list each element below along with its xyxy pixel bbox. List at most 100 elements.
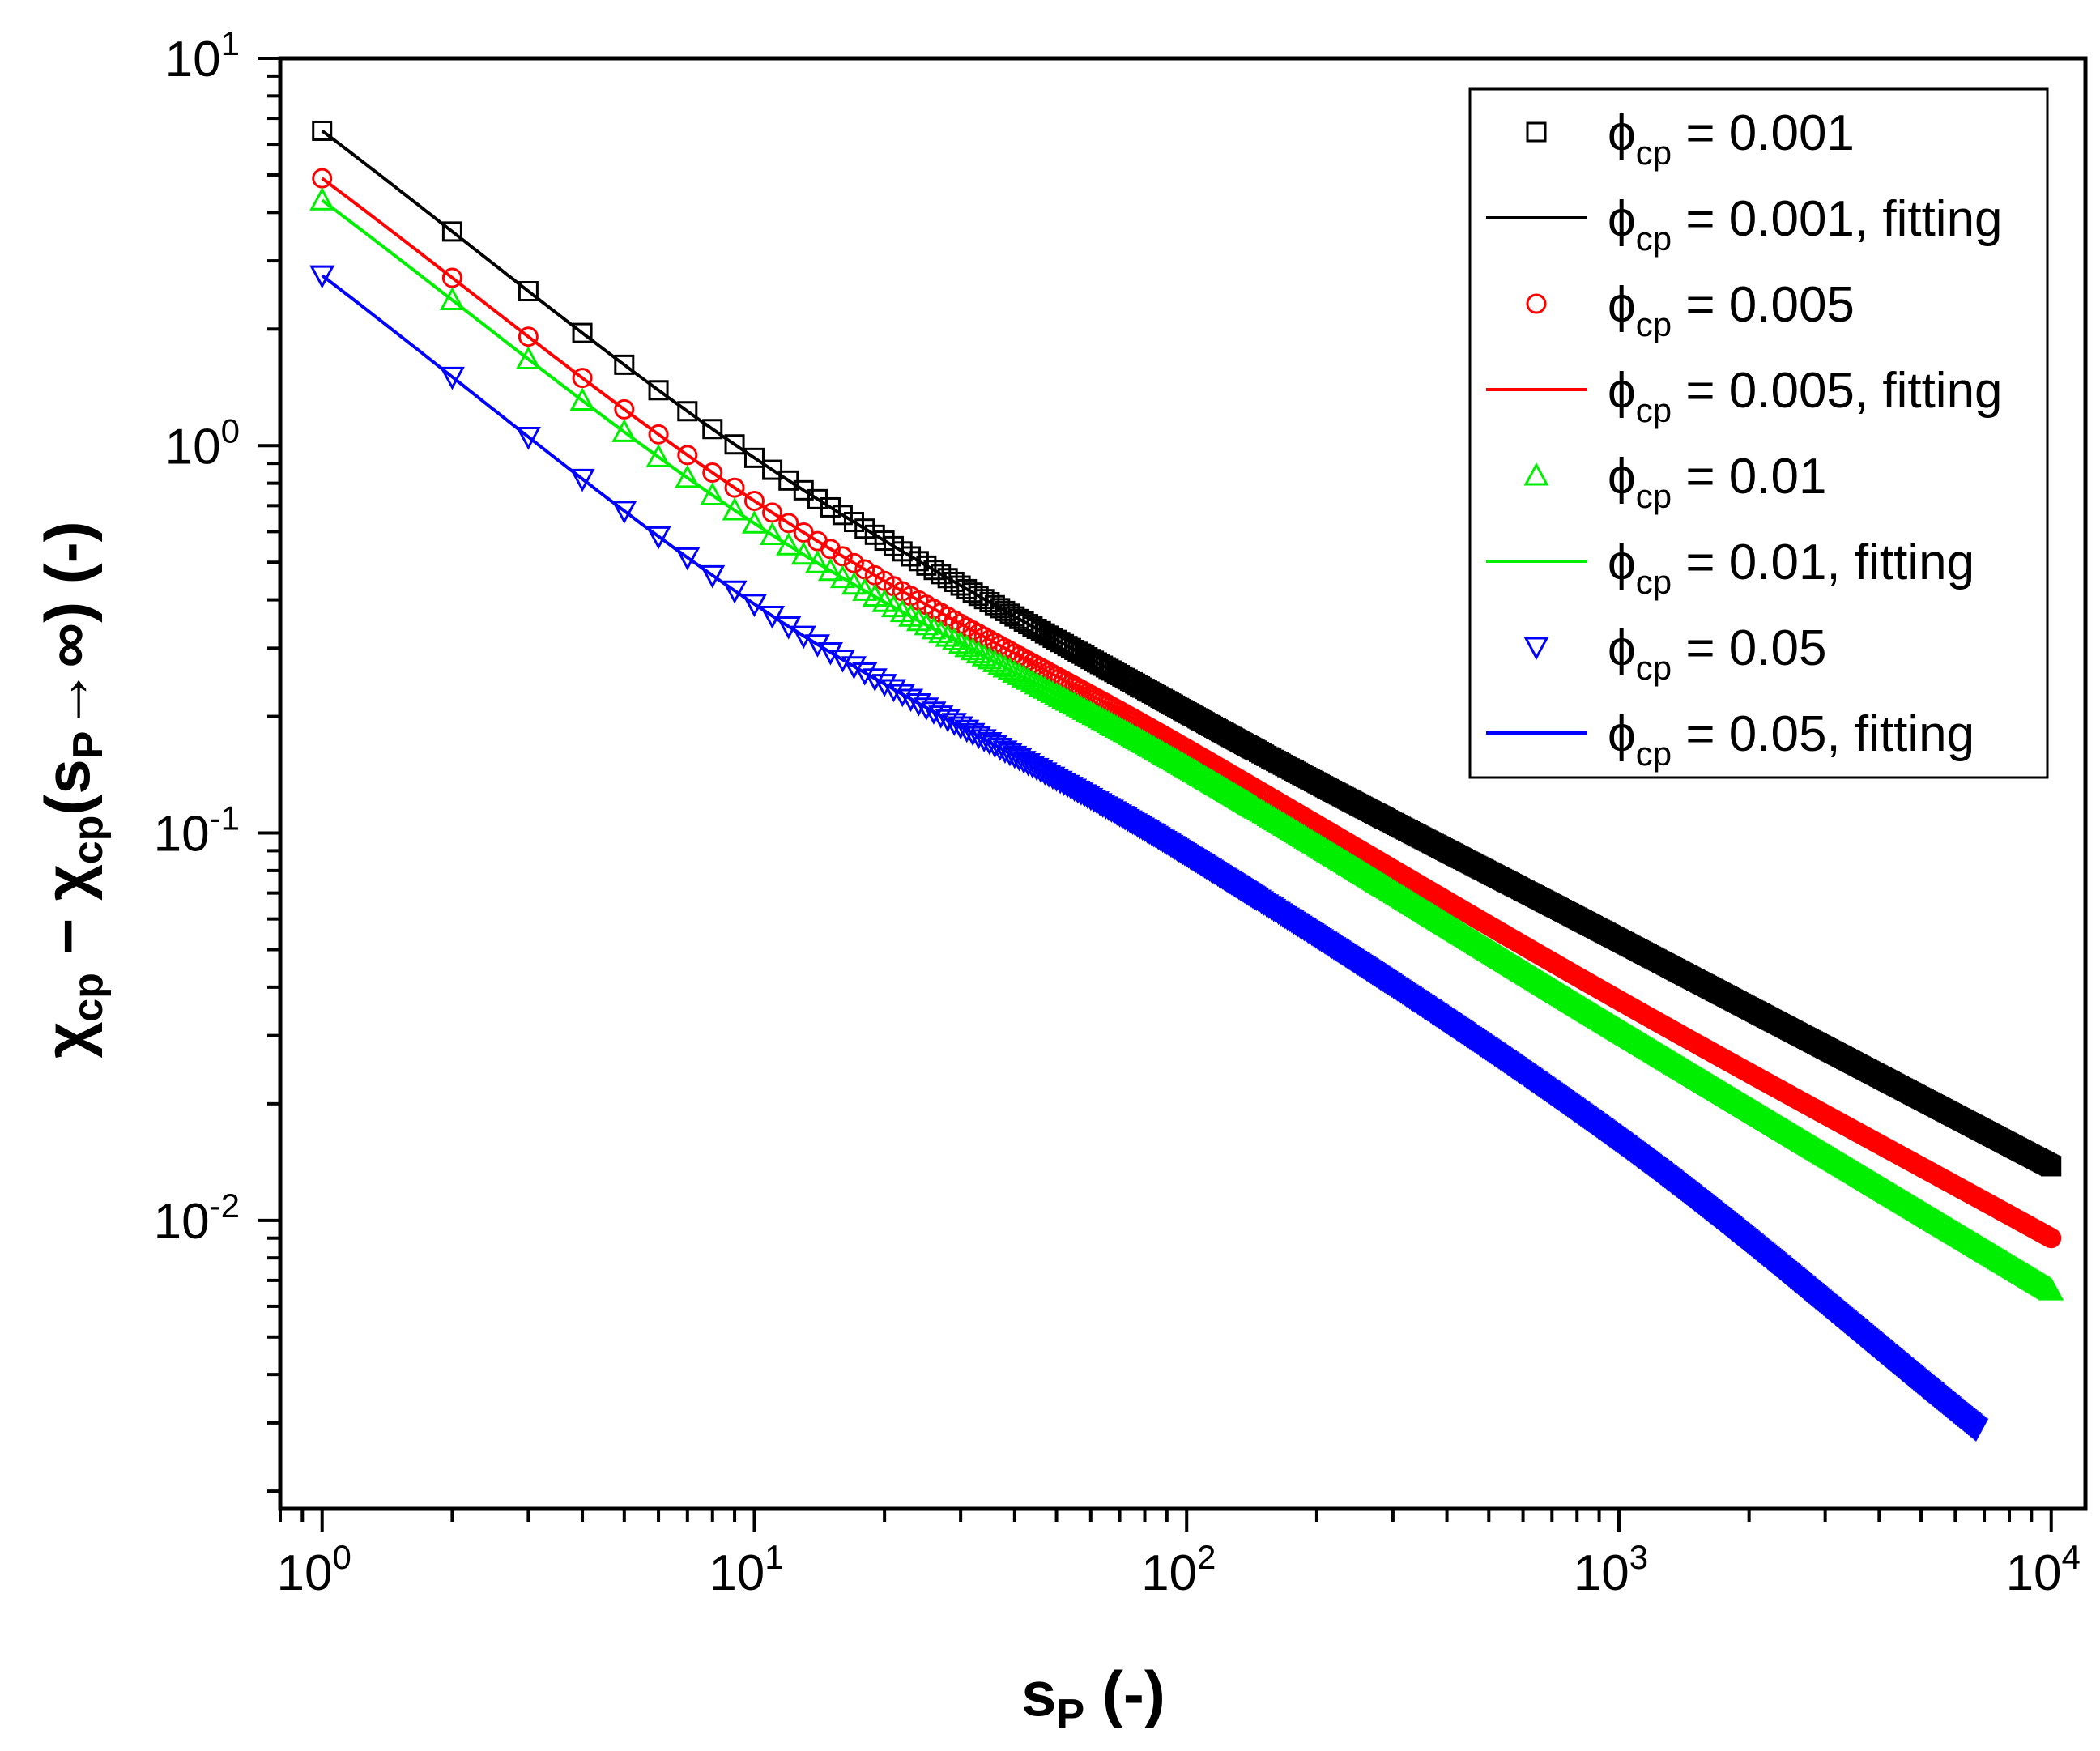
data-point bbox=[724, 434, 745, 455]
data-point bbox=[760, 522, 786, 546]
data-point bbox=[312, 120, 333, 141]
data-point bbox=[741, 510, 767, 534]
data-point bbox=[1068, 695, 1094, 718]
legend-entry-fitting: ϕcp = 0.01, fitting bbox=[1486, 535, 1974, 601]
data-point bbox=[614, 354, 635, 375]
data-point bbox=[841, 571, 867, 595]
series-triangle-up bbox=[309, 187, 2064, 1301]
data-point bbox=[675, 547, 701, 571]
y-tick-base: 10 bbox=[154, 1194, 210, 1250]
y-tick-base: 10 bbox=[165, 32, 221, 87]
legend-frame bbox=[1468, 87, 2049, 779]
data-point bbox=[928, 620, 954, 644]
legend-phi-sub: cp bbox=[1636, 477, 1672, 515]
data-point bbox=[1011, 751, 1037, 774]
data-point bbox=[1075, 698, 1101, 722]
legend-entry-fitting: ϕcp = 0.001, fitting bbox=[1486, 191, 2003, 258]
data-point bbox=[852, 577, 878, 601]
data-point bbox=[954, 719, 980, 743]
y-axis-title-arrow: →∞) (-) bbox=[32, 521, 103, 731]
data-point bbox=[648, 380, 669, 401]
data-point bbox=[944, 571, 965, 592]
legend-value: = 0.05, fitting bbox=[1672, 706, 1974, 762]
data-point bbox=[677, 401, 698, 422]
fit-line bbox=[321, 177, 2052, 1240]
data-point bbox=[309, 265, 335, 289]
data-point bbox=[675, 464, 701, 488]
legend-label: ϕcp = 0.05 bbox=[1608, 620, 1826, 687]
legend-phi: ϕ bbox=[1608, 363, 1636, 419]
legend-phi: ϕ bbox=[1608, 535, 1636, 590]
data-point bbox=[804, 550, 830, 573]
fit-line bbox=[321, 198, 2052, 1292]
data-point bbox=[611, 419, 637, 442]
series-square bbox=[312, 120, 2062, 1177]
legend-phi-sub: cp bbox=[1636, 391, 1672, 429]
data-point bbox=[852, 662, 878, 686]
data-point bbox=[997, 657, 1023, 680]
legend-entry-data: ϕcp = 0.001 bbox=[1526, 105, 1855, 172]
x-tick-exp: 4 bbox=[2062, 1538, 2081, 1576]
x-tick-base: 10 bbox=[2006, 1545, 2062, 1601]
y-tick-label: 10-1 bbox=[154, 799, 240, 863]
data-point bbox=[1963, 1418, 1989, 1442]
data-point bbox=[1054, 687, 1080, 711]
x-axis-title-unit: (-) bbox=[1084, 1658, 1165, 1729]
data-point bbox=[518, 326, 539, 347]
plot-area bbox=[309, 120, 2064, 1442]
x-tick-label: 104 bbox=[2006, 1538, 2081, 1601]
legend-entry-data: ϕcp = 0.01 bbox=[1523, 449, 1826, 515]
data-point bbox=[1062, 691, 1088, 715]
data-point bbox=[762, 459, 783, 480]
legend-phi-sub: cp bbox=[1636, 134, 1672, 172]
y-axis-title-minus: − bbox=[32, 901, 103, 973]
data-point bbox=[572, 368, 593, 389]
data-point bbox=[1071, 697, 1097, 720]
y-axis-title: χcp − χcp(sP→∞) (-) bbox=[32, 521, 112, 1058]
data-point bbox=[954, 633, 980, 658]
data-point bbox=[1065, 692, 1091, 717]
legend-label: ϕcp = 0.01, fitting bbox=[1608, 535, 1974, 601]
data-point bbox=[611, 501, 637, 524]
data-point bbox=[702, 419, 723, 440]
data-point bbox=[572, 322, 593, 343]
legend-marker bbox=[1526, 293, 1547, 314]
legend-entry-fitting: ϕcp = 0.005, fitting bbox=[1486, 363, 2003, 429]
x-tick-label: 102 bbox=[1141, 1538, 1216, 1601]
x-axis-title: sP (-) bbox=[1021, 1658, 1165, 1738]
data-point bbox=[2038, 1276, 2064, 1301]
legend-phi-sub: cp bbox=[1636, 649, 1672, 687]
y-axis-title-chi2: χ bbox=[32, 864, 103, 901]
data-point bbox=[645, 444, 671, 467]
data-point bbox=[722, 496, 748, 521]
plot-frame bbox=[278, 56, 2088, 1511]
legend-phi: ϕ bbox=[1608, 620, 1636, 676]
legend-label: ϕcp = 0.05, fitting bbox=[1608, 706, 1974, 773]
data-point bbox=[515, 346, 541, 369]
legend-phi: ϕ bbox=[1608, 706, 1636, 762]
legend-entry-data: ϕcp = 0.005 bbox=[1526, 277, 1855, 343]
data-point bbox=[790, 541, 816, 565]
data-point bbox=[871, 589, 897, 612]
data-point bbox=[1265, 808, 1292, 833]
data-point bbox=[518, 281, 539, 302]
data-point bbox=[724, 477, 745, 498]
legend-marker bbox=[1526, 121, 1547, 143]
data-point bbox=[948, 630, 973, 654]
legend-value: = 0.001 bbox=[1672, 105, 1855, 161]
legend-value: = 0.01 bbox=[1672, 449, 1826, 505]
legend-phi-sub: cp bbox=[1636, 735, 1672, 773]
data-point bbox=[935, 709, 961, 733]
data-point bbox=[741, 594, 767, 618]
legend-entry-fitting: ϕcp = 0.05, fitting bbox=[1486, 706, 1974, 773]
y-axis-title-sub3: P bbox=[65, 731, 112, 760]
legend-value: = 0.001, fitting bbox=[1672, 191, 2002, 247]
legend-label: ϕcp = 0.005 bbox=[1608, 277, 1855, 343]
legend-value: = 0.005, fitting bbox=[1672, 363, 2002, 419]
legend-marker bbox=[1523, 462, 1549, 486]
legend-entry-data: ϕcp = 0.05 bbox=[1523, 620, 1826, 687]
x-tick-label: 103 bbox=[1574, 1538, 1648, 1601]
data-point bbox=[820, 496, 841, 518]
